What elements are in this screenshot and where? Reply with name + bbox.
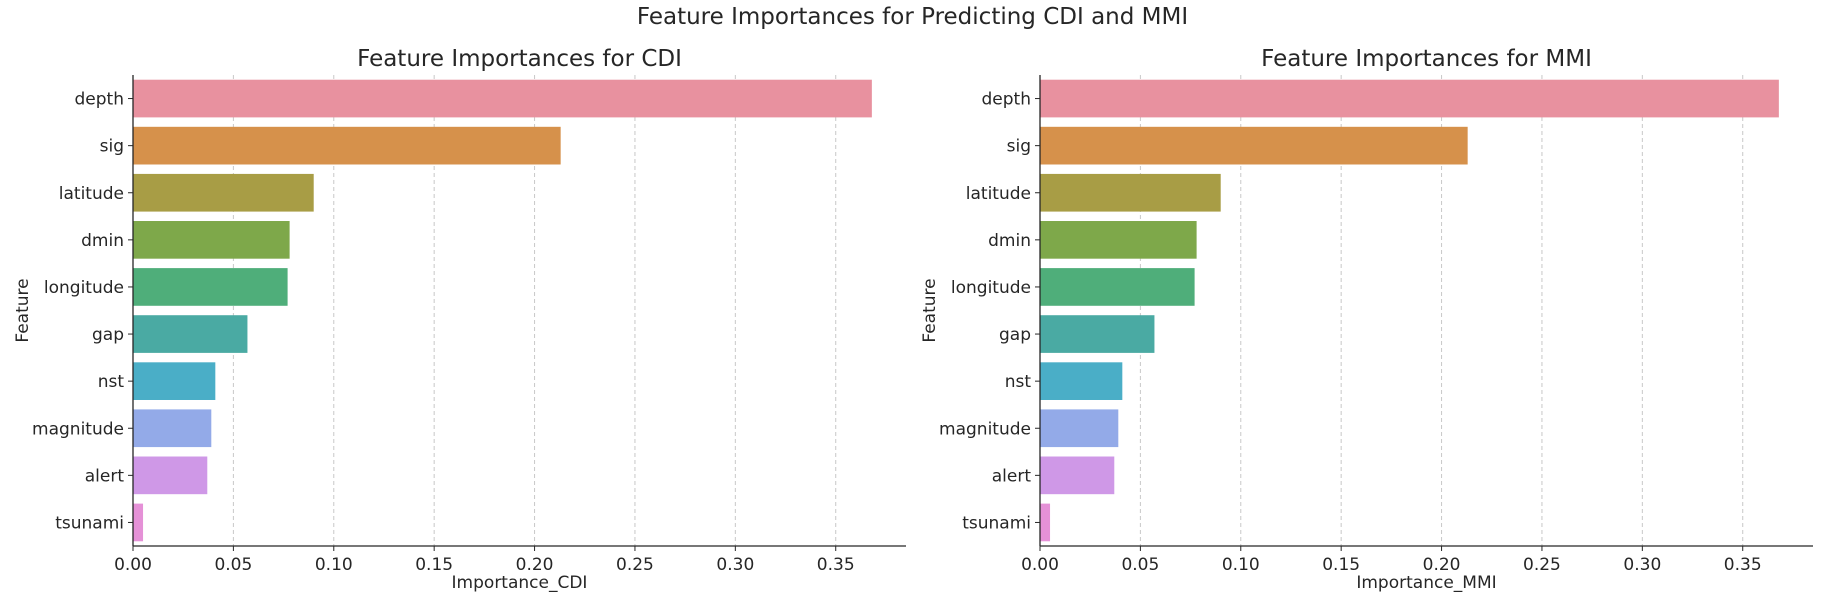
y-axis-label: Feature (920, 278, 940, 342)
y-tick-label: longitude (44, 278, 124, 298)
x-tick-label: 0.00 (114, 555, 152, 575)
x-tick-label: 0.10 (315, 555, 353, 575)
bar-alert (133, 456, 208, 495)
y-tick-label: sig (100, 137, 124, 157)
x-tick-label: 0.05 (1121, 555, 1159, 575)
y-tick-label: magnitude (32, 419, 124, 439)
y-tick-label: depth (75, 90, 124, 110)
x-axis-label: Importance_MMI (1356, 573, 1496, 593)
bar-depth (133, 79, 872, 118)
y-tick-label: dmin (81, 231, 124, 251)
chart-title: Feature Importances for CDI (357, 46, 682, 72)
x-tick-label: 0.25 (616, 555, 654, 575)
y-tick-label: longitude (951, 278, 1031, 298)
bar-gap (133, 315, 248, 353)
y-tick-label: dmin (988, 231, 1031, 251)
bar-dmin (1040, 221, 1197, 259)
bar-magnitude (1040, 409, 1119, 448)
bar-nst (1040, 362, 1123, 400)
bar-sig (133, 126, 561, 165)
bar-tsunami (133, 503, 144, 542)
bar-gap (1040, 315, 1155, 353)
bar-latitude (133, 173, 314, 212)
x-tick-label: 0.30 (1623, 555, 1661, 575)
x-tick-label: 0.15 (415, 555, 453, 575)
y-tick-label: magnitude (939, 419, 1031, 439)
bar-tsunami (1040, 503, 1051, 542)
y-axis-label: Feature (13, 278, 33, 342)
chart-title: Feature Importances for MMI (1261, 46, 1592, 72)
y-tick-label: nst (98, 372, 125, 392)
y-tick-label: nst (1005, 372, 1032, 392)
x-tick-label: 0.10 (1222, 555, 1260, 575)
bar-latitude (1040, 173, 1221, 212)
x-tick-label: 0.35 (817, 555, 855, 575)
x-tick-label: 0.00 (1021, 555, 1059, 575)
y-tick-label: alert (85, 466, 125, 486)
chart-panel-mmi: depth sig latitude dmin longitude gap nst magni… (920, 46, 1813, 593)
y-tick-label: gap (999, 325, 1031, 345)
x-tick-label: 0.25 (1523, 555, 1561, 575)
bar-longitude (133, 268, 288, 306)
y-tick-label: sig (1007, 137, 1031, 157)
x-tick-label: 0.05 (214, 555, 252, 575)
bar-longitude (1040, 268, 1195, 306)
y-tick-label: alert (992, 466, 1032, 486)
x-tick-label: 0.20 (1423, 555, 1461, 575)
bar-dmin (133, 221, 290, 259)
x-tick-label: 0.15 (1322, 555, 1360, 575)
bar-nst (133, 362, 216, 400)
bar-alert (1040, 456, 1115, 495)
x-tick-label: 0.35 (1724, 555, 1762, 575)
y-tick-label: tsunami (55, 513, 124, 533)
x-tick-label: 0.20 (516, 555, 554, 575)
figure-suptitle: Feature Importances for Predicting CDI a… (636, 4, 1189, 30)
x-axis-label: Importance_CDI (452, 573, 588, 593)
bar-magnitude (133, 409, 212, 448)
y-tick-label: latitude (966, 184, 1031, 204)
chart-panel-cdi: depth sig latitude dmin longitude gap nst magni… (13, 46, 906, 593)
bar-sig (1040, 126, 1468, 165)
bar-depth (1040, 79, 1779, 118)
y-tick-label: tsunami (962, 513, 1031, 533)
y-tick-label: gap (92, 325, 124, 345)
y-tick-label: depth (982, 90, 1031, 110)
y-tick-label: latitude (59, 184, 124, 204)
x-tick-label: 0.30 (716, 555, 754, 575)
